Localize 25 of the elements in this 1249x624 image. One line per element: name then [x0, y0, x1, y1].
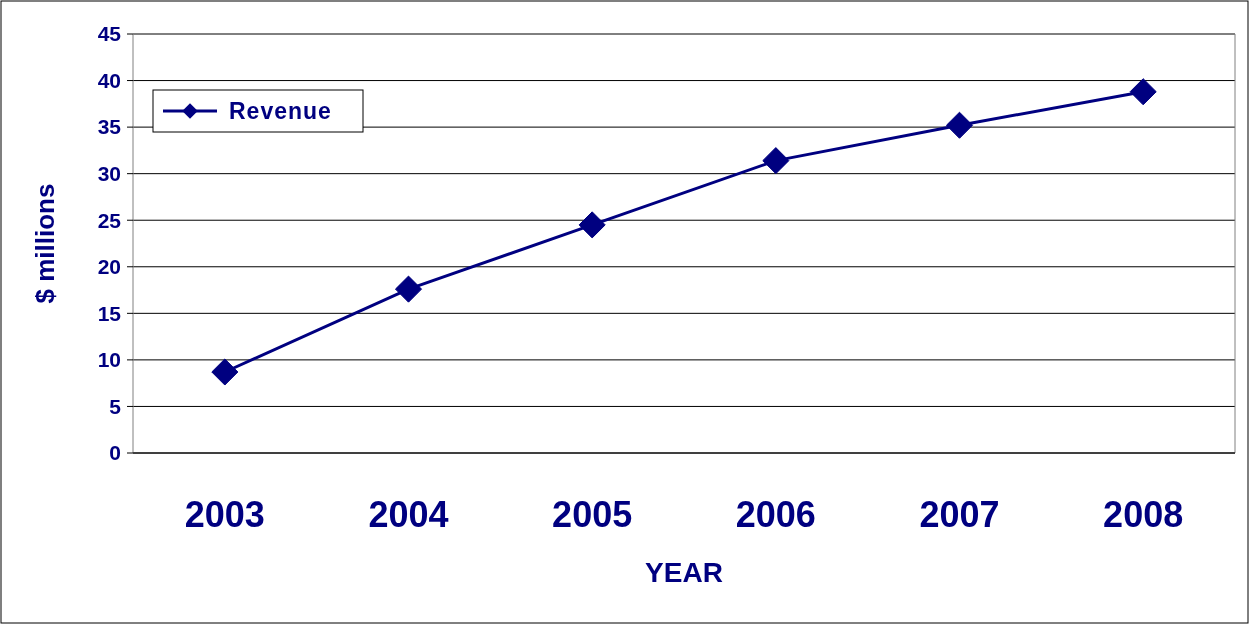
- y-tick-label: 45: [97, 22, 122, 46]
- y-tick-label: 10: [97, 348, 121, 372]
- x-axis-title: YEAR: [645, 557, 723, 588]
- x-tick-label: 2008: [1103, 494, 1184, 535]
- point: [762, 147, 790, 175]
- point: [394, 275, 423, 303]
- y-tick-label: 5: [109, 394, 122, 418]
- x-tick-label: 2004: [368, 494, 449, 535]
- x-tick-label: 2007: [919, 494, 1000, 535]
- y-tick-label: 30: [97, 162, 121, 186]
- point: [945, 111, 974, 139]
- legend-label: Revenue: [229, 98, 332, 125]
- y-tick-label: 25: [97, 208, 122, 232]
- y-tick-label: 15: [97, 301, 122, 325]
- x-tick-label: 2005: [552, 494, 633, 535]
- y-tick-label: 35: [97, 115, 122, 139]
- y-tick-label: 0: [109, 441, 121, 465]
- point: [1129, 78, 1157, 106]
- y-axis-title: $ millions: [30, 183, 60, 304]
- y-tick-label: 20: [97, 255, 121, 279]
- x-tick-label: 2006: [735, 494, 816, 535]
- point: [578, 211, 606, 239]
- point: [211, 358, 239, 386]
- x-tick-label: 2003: [184, 494, 265, 535]
- y-tick-label: 40: [97, 68, 121, 92]
